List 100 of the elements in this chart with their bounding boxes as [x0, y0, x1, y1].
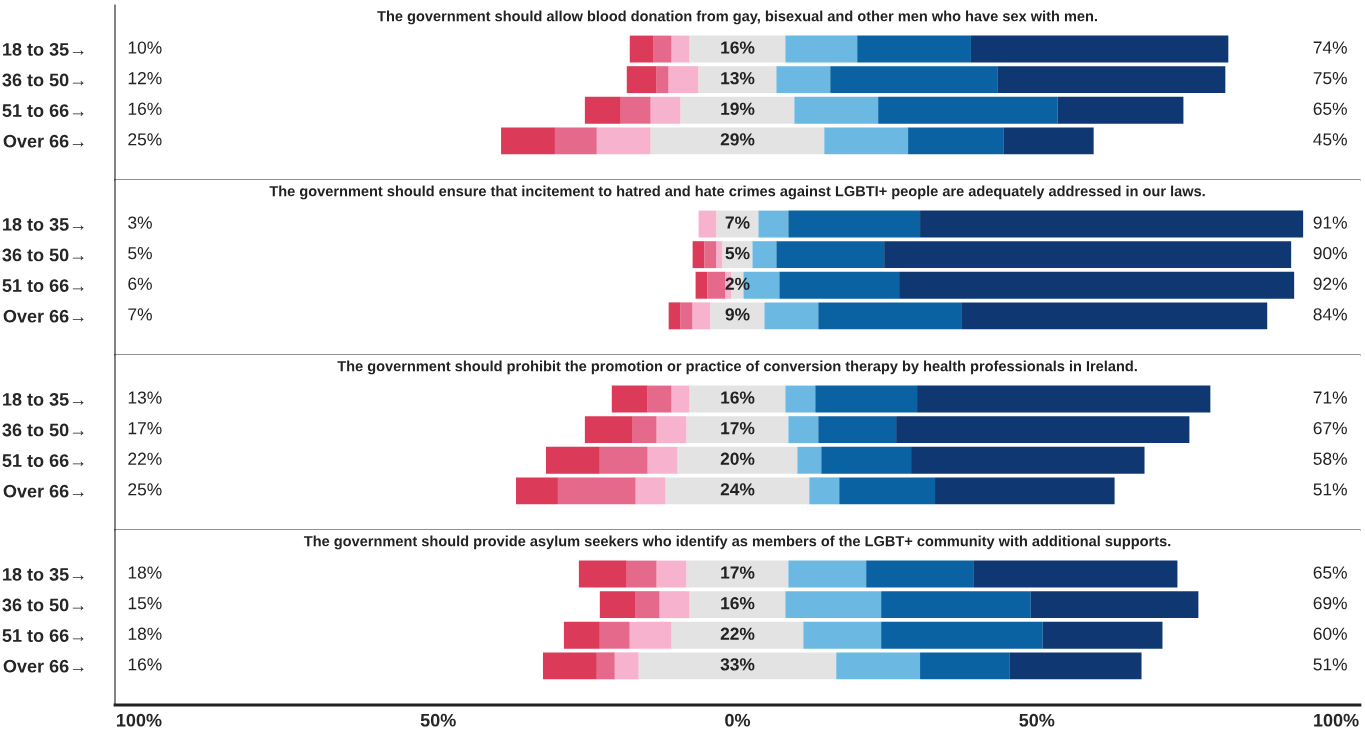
- bar: [776, 66, 831, 94]
- x-tick-label: 0%: [725, 713, 751, 727]
- bar: [707, 271, 726, 299]
- bar: [501, 127, 555, 155]
- bar: [710, 302, 765, 330]
- x-tick-label: 50%: [1019, 713, 1055, 727]
- annotation: 75%: [1313, 72, 1347, 85]
- bar: [818, 302, 962, 330]
- bar: [839, 477, 936, 505]
- bar: [629, 35, 654, 63]
- annotation: 71%: [1313, 391, 1347, 404]
- bar: [788, 416, 819, 444]
- annotation: 7%: [128, 308, 152, 321]
- bar: [626, 560, 657, 588]
- bar: [671, 35, 690, 63]
- bar: [788, 210, 921, 238]
- bar: [973, 560, 1178, 588]
- annotation: 51%: [1313, 483, 1347, 496]
- bar: [680, 96, 795, 124]
- y-tick-label: 18 to 35→: [3, 567, 84, 581]
- bar: [857, 35, 971, 63]
- y-tick-label: 51 to 66→: [2, 104, 84, 117]
- bar: [665, 477, 810, 505]
- data-label: 24%: [720, 483, 755, 496]
- bar: [668, 302, 681, 330]
- bar: [626, 66, 657, 94]
- bar: [692, 241, 705, 269]
- bar: [779, 271, 900, 299]
- bar: [659, 591, 690, 619]
- annotation: 51%: [1313, 658, 1347, 671]
- y-tick-label: Over 66→: [3, 309, 84, 323]
- bar: [599, 591, 636, 619]
- bar: [896, 416, 1190, 444]
- bar: [680, 302, 693, 330]
- data-label: 29%: [720, 133, 755, 146]
- bar: [563, 621, 600, 649]
- bar: [881, 621, 1043, 649]
- data-label: 16%: [721, 597, 755, 610]
- annotation: 16%: [128, 658, 162, 671]
- annotation: 3%: [128, 216, 152, 229]
- bar: [629, 621, 672, 649]
- y-tick-label: 18 to 35→: [3, 42, 84, 56]
- bar: [650, 127, 825, 155]
- annotation: 92%: [1313, 277, 1347, 290]
- bar: [698, 210, 717, 238]
- annotation: 18%: [128, 627, 162, 640]
- bar: [671, 385, 690, 413]
- chart-title: The government should allow blood donation from gay, bisexual and other men who have sex with men.: [377, 10, 1097, 25]
- data-label: 20%: [720, 452, 755, 465]
- y-tick-label: 18 to 35→: [3, 392, 84, 406]
- bar: [596, 652, 615, 680]
- annotation: 13%: [128, 391, 162, 404]
- bar: [647, 446, 678, 474]
- bar: [788, 560, 867, 588]
- y-tick-label: 51 to 66→: [2, 279, 84, 292]
- bar: [1003, 127, 1094, 155]
- bar: [803, 621, 882, 649]
- bar: [689, 591, 786, 619]
- bar: [596, 127, 651, 155]
- data-label: 19%: [721, 102, 755, 115]
- bar: [584, 416, 633, 444]
- bar: [686, 560, 789, 588]
- bar: [704, 241, 717, 269]
- bar: [647, 385, 672, 413]
- y-tick-label: Over 66→: [3, 484, 84, 498]
- data-label: 17%: [721, 566, 755, 579]
- annotation: 65%: [1313, 566, 1347, 579]
- bar: [578, 560, 627, 588]
- bar: [584, 96, 621, 124]
- bar: [650, 96, 681, 124]
- annotation: 84%: [1313, 308, 1347, 321]
- bar: [671, 621, 804, 649]
- bar: [668, 66, 699, 94]
- data-label: 16%: [721, 41, 755, 54]
- x-tick-label: 100%: [1314, 713, 1359, 727]
- bar: [776, 241, 885, 269]
- bar: [1042, 621, 1163, 649]
- bar: [599, 621, 630, 649]
- bar: [884, 241, 1292, 269]
- y-tick-label: 36 to 50→: [2, 598, 84, 612]
- bar: [542, 652, 597, 680]
- y-tick-label: 51 to 66→: [2, 454, 84, 467]
- bar: [611, 385, 648, 413]
- bar: [970, 35, 1229, 63]
- bar: [716, 241, 723, 269]
- y-tick-label: 36 to 50→: [2, 423, 84, 437]
- bar: [656, 416, 687, 444]
- chart-title: The government should prohibit the promotion or practice of conversion therapy by health professionals in Ireland.: [337, 360, 1137, 375]
- annotation: 10%: [128, 41, 162, 54]
- annotation: 69%: [1313, 597, 1347, 610]
- bar: [695, 271, 708, 299]
- bar: [632, 416, 657, 444]
- bar: [635, 477, 666, 505]
- bar: [794, 96, 879, 124]
- annotation: 90%: [1313, 247, 1347, 260]
- bar: [1009, 652, 1142, 680]
- bar: [692, 302, 711, 330]
- annotation: 67%: [1313, 422, 1347, 435]
- data-label: 17%: [721, 422, 755, 435]
- bar: [1057, 96, 1184, 124]
